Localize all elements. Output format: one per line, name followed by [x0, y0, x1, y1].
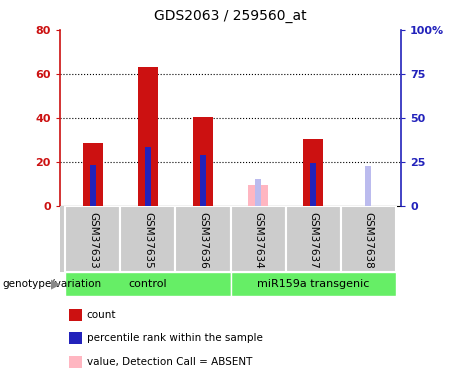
Bar [65, 272, 230, 296]
Bar [285, 206, 341, 272]
Bar [310, 163, 316, 206]
Text: GSM37636: GSM37636 [198, 211, 208, 268]
Text: control: control [129, 279, 167, 289]
Text: GDS2063 / 259560_at: GDS2063 / 259560_at [154, 9, 307, 23]
Bar [120, 206, 176, 272]
Bar [255, 179, 261, 206]
Bar [89, 165, 96, 206]
Bar [65, 206, 120, 272]
Bar [193, 117, 213, 206]
Text: GSM37638: GSM37638 [363, 211, 373, 268]
Bar [230, 206, 285, 272]
Text: miR159a transgenic: miR159a transgenic [257, 279, 369, 289]
Bar [176, 206, 230, 272]
Bar [200, 155, 206, 206]
Bar [230, 272, 396, 296]
Text: GSM37634: GSM37634 [253, 211, 263, 268]
Text: GSM37633: GSM37633 [88, 211, 98, 268]
Text: percentile rank within the sample: percentile rank within the sample [87, 333, 263, 343]
Text: count: count [87, 310, 116, 320]
Text: ▶: ▶ [52, 278, 61, 291]
Bar [341, 206, 396, 272]
Bar [83, 144, 103, 206]
Bar [365, 168, 372, 206]
Text: GSM37635: GSM37635 [143, 211, 153, 268]
Bar [303, 139, 323, 206]
Bar [138, 68, 158, 206]
Text: genotype/variation: genotype/variation [2, 279, 101, 289]
Bar [145, 147, 151, 206]
Bar [248, 185, 268, 206]
Text: GSM37637: GSM37637 [308, 211, 318, 268]
Bar [365, 166, 372, 206]
Text: value, Detection Call = ABSENT: value, Detection Call = ABSENT [87, 357, 252, 366]
